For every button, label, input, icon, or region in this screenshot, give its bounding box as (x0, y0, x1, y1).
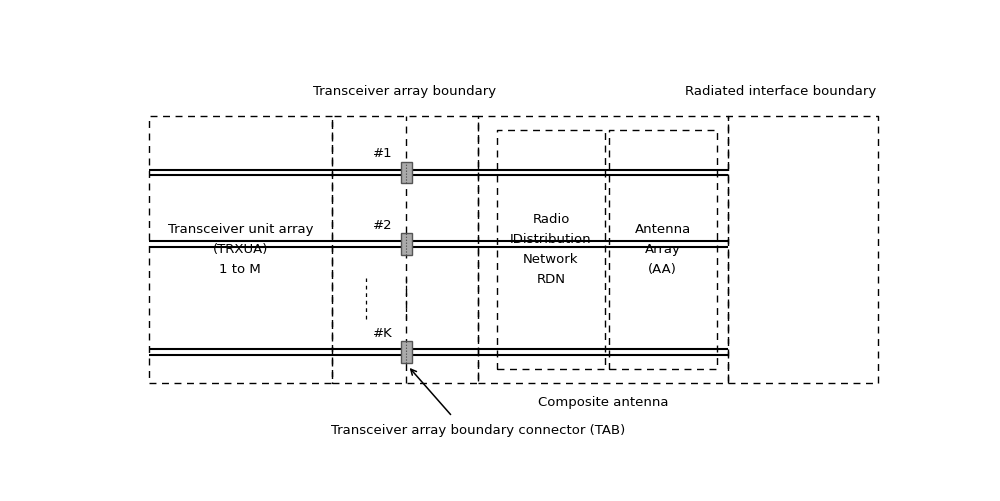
Text: Transceiver array boundary: Transceiver array boundary (313, 85, 496, 98)
Text: Transceiver unit array
(TRXUA)
1 to M: Transceiver unit array (TRXUA) 1 to M (168, 223, 313, 276)
Text: #K: #K (373, 327, 392, 340)
Bar (401, 341, 412, 363)
Text: Radiated interface boundary: Radiated interface boundary (685, 85, 876, 98)
Bar (401, 233, 412, 255)
Text: Antenna
Array
(AA): Antenna Array (AA) (635, 223, 691, 276)
Bar (401, 162, 412, 183)
Text: Radio
IDistribution
Network
RDN: Radio IDistribution Network RDN (510, 213, 592, 286)
Text: #1: #1 (373, 147, 392, 160)
Text: Composite antenna: Composite antenna (538, 396, 669, 409)
Text: Transceiver array boundary connector (TAB): Transceiver array boundary connector (TA… (331, 424, 625, 437)
Text: #2: #2 (373, 219, 392, 232)
